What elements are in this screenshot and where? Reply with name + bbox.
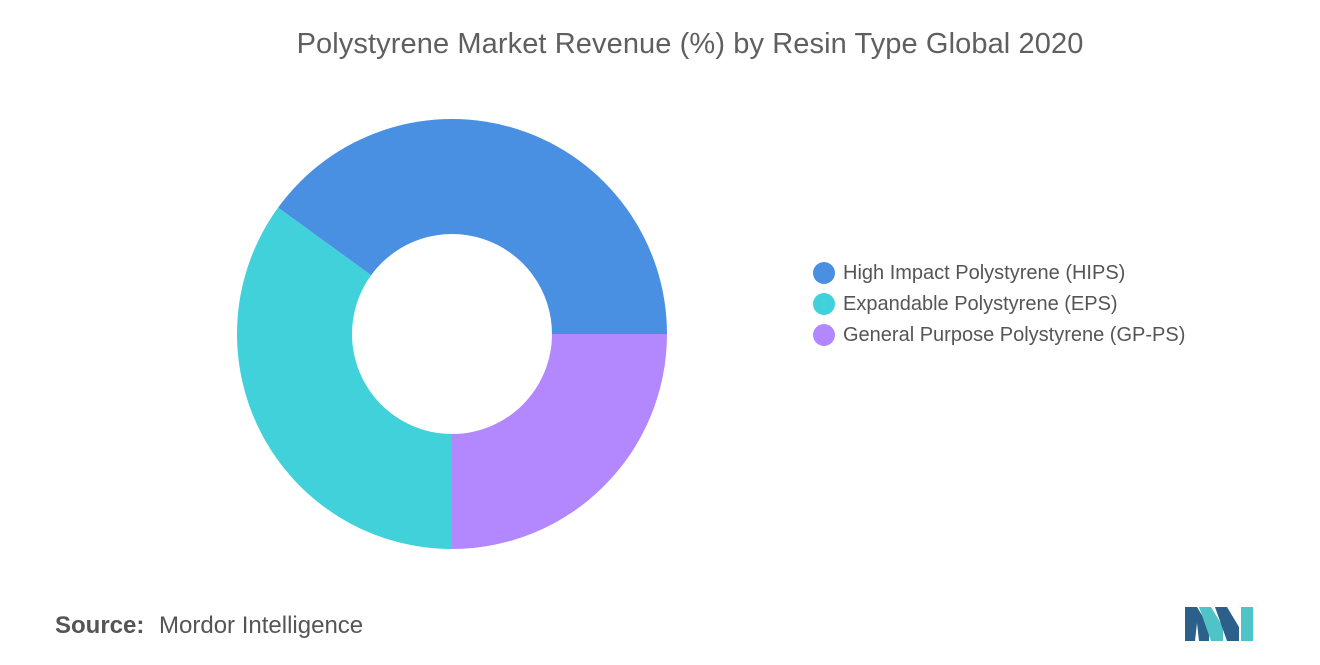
legend-label: Expandable Polystyrene (EPS) [843, 293, 1118, 315]
legend-item: Expandable Polystyrene (EPS) [813, 289, 1193, 320]
source-value: Mordor Intelligence [159, 612, 364, 639]
source-key: Source: [55, 612, 145, 639]
source-line: Source: Mordor Intelligence [55, 612, 363, 640]
legend-label: General Purpose Polystyrene (GP-PS) [843, 324, 1186, 346]
donut-slice-3 [452, 334, 667, 549]
legend-swatch-icon [813, 262, 835, 284]
mordor-intelligence-logo-icon [1185, 607, 1253, 641]
chart-title: Polystyrene Market Revenue (%) by Resin … [296, 28, 1084, 60]
donut-slice-1 [278, 118, 667, 335]
legend-item: General Purpose Polystyrene (GP-PS) [813, 320, 1193, 351]
chart-legend: High Impact Polystyrene (HIPS) Expandable… [813, 258, 1193, 351]
legend-label: High Impact Polystyrene (HIPS) [843, 262, 1126, 284]
donut-slice-2 [236, 207, 452, 550]
legend-swatch-icon [813, 324, 835, 346]
legend-item: High Impact Polystyrene (HIPS) [813, 258, 1193, 289]
legend-swatch-icon [813, 293, 835, 315]
